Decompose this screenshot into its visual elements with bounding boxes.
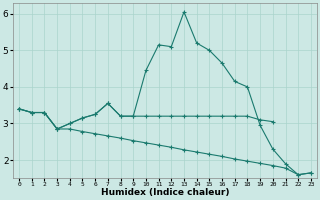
X-axis label: Humidex (Indice chaleur): Humidex (Indice chaleur) [101, 188, 229, 197]
